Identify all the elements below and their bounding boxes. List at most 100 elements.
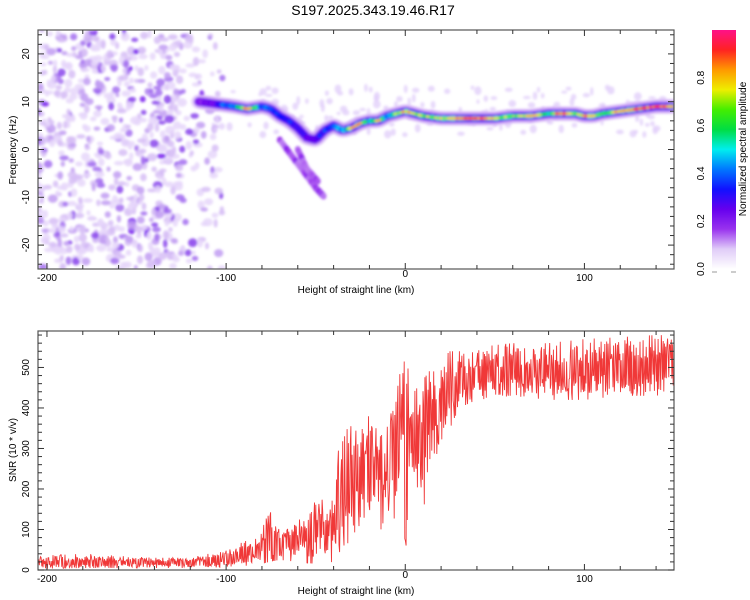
spectrogram-plot-area [38, 30, 674, 269]
noise-blob [109, 64, 118, 71]
noise-blob [191, 46, 201, 53]
noise-blob [69, 33, 78, 41]
noise-blob [187, 238, 198, 248]
noise-blob [108, 102, 115, 111]
noise-blob [133, 226, 144, 233]
noise-blob [152, 226, 161, 233]
noise-blob [110, 257, 120, 265]
noise-blob [102, 223, 109, 229]
noise-blob [185, 128, 193, 135]
noise-blob [71, 46, 77, 51]
noise-blob [153, 36, 161, 44]
noise-blob [138, 193, 145, 202]
spectrogram-panel: -200 -100 0 100 -20 -10 0 10 20 Height o… [8, 29, 675, 296]
noise-blob [158, 252, 167, 261]
noise-blob [80, 40, 86, 46]
noise-blob [93, 126, 101, 131]
noise-blob [62, 201, 69, 207]
noise-blob [337, 91, 344, 96]
noise-blob [218, 122, 225, 130]
noise-blob [78, 233, 87, 243]
noise-blob [616, 129, 624, 135]
noise-blob [129, 88, 137, 93]
noise-blob [74, 243, 81, 251]
ridge-blob [538, 113, 543, 117]
noise-blob [211, 144, 219, 152]
x-tick-label: -200 [37, 574, 57, 585]
noise-blob [106, 49, 114, 59]
noise-blob [100, 117, 110, 126]
noise-blob [359, 107, 366, 112]
noise-blob [156, 94, 162, 102]
noise-blob [212, 126, 218, 133]
ridge-blob [460, 116, 465, 121]
noise-blob [69, 87, 80, 95]
noise-blob [185, 63, 196, 68]
ridge-blob [640, 106, 645, 110]
noise-blob [208, 33, 214, 38]
ridge-blob [377, 118, 382, 122]
noise-blob [73, 235, 80, 243]
noise-blob [134, 78, 139, 83]
ridge-blob [600, 112, 605, 116]
noise-blob [265, 93, 273, 98]
noise-blob [182, 41, 193, 49]
ridge-blob [364, 120, 368, 124]
colorbar-tick-label: 0.8 [696, 70, 707, 84]
noise-blob [83, 198, 93, 203]
noise-blob [590, 86, 594, 96]
noise-blob [105, 152, 112, 160]
noise-blob [40, 62, 47, 67]
noise-blob [113, 236, 118, 244]
ridge-blob [560, 112, 564, 116]
noise-blob [47, 194, 58, 203]
noise-blob [155, 89, 163, 97]
ridge-blob [627, 108, 632, 112]
ridge-blob [587, 114, 591, 118]
ridge-blob [603, 111, 607, 115]
noise-blob [135, 233, 142, 239]
ridge-blob [466, 116, 470, 121]
noise-blob [185, 141, 192, 150]
ridge-blob [243, 106, 247, 110]
noise-blob [474, 86, 482, 96]
noise-blob [569, 97, 575, 107]
noise-blob [149, 217, 154, 222]
y-tick-label: 200 [21, 480, 32, 497]
ridge-branch-blob [320, 192, 327, 200]
noise-blob [163, 157, 173, 164]
ridge-blob [479, 116, 484, 121]
noise-blob [126, 175, 133, 181]
ridge-blob [439, 116, 443, 121]
noise-blob [89, 215, 95, 221]
noise-blob [94, 171, 105, 178]
noise-blob [147, 82, 153, 88]
noise-blob [489, 106, 497, 112]
noise-blob [403, 84, 408, 94]
noise-blob [110, 39, 117, 46]
noise-blob [118, 117, 124, 123]
noise-blob [384, 130, 392, 139]
noise-blob [151, 100, 161, 105]
noise-blob [97, 218, 104, 227]
noise-blob [128, 140, 136, 147]
ridge-blob [444, 116, 449, 121]
snr-x-ticks [46, 331, 657, 570]
noise-blob [53, 59, 58, 68]
noise-blob [86, 135, 91, 143]
noise-blob [120, 32, 130, 42]
ridge-blob [608, 110, 613, 115]
noise-blob [125, 235, 134, 243]
ridge-blob [431, 115, 435, 119]
noise-blob [650, 121, 655, 127]
noise-blob [189, 150, 194, 156]
noise-blob [652, 125, 661, 132]
noise-blob [604, 84, 610, 91]
noise-blob [113, 171, 122, 179]
noise-blob [179, 68, 187, 74]
noise-blob [324, 115, 329, 122]
y-tick-label: 500 [21, 359, 32, 376]
noise-blob [136, 78, 146, 84]
noise-blob [127, 101, 133, 107]
noise-blob [59, 262, 67, 269]
